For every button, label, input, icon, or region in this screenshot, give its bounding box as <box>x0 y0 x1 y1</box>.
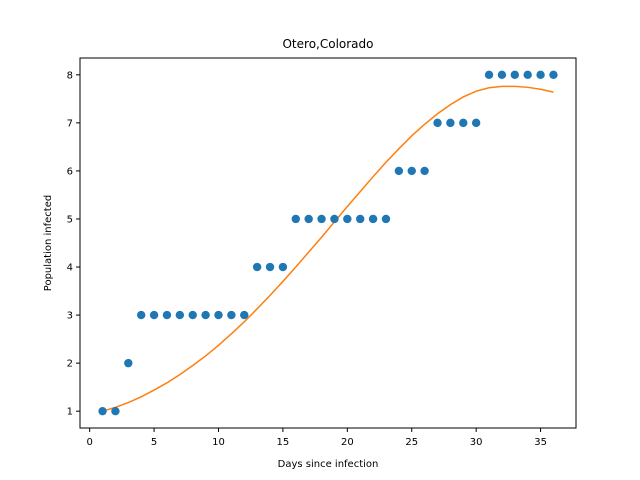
data-point <box>136 310 146 320</box>
x-tick-label: 5 <box>151 437 157 448</box>
x-tick-label: 10 <box>212 437 225 448</box>
data-point <box>291 214 300 224</box>
y-tick-label: 7 <box>67 118 73 129</box>
data-point <box>368 214 378 224</box>
fit-curve-line <box>102 85 554 412</box>
data-point <box>124 358 133 368</box>
data-point <box>510 70 520 80</box>
data-point <box>188 310 197 320</box>
y-tick-label: 5 <box>67 214 73 225</box>
data-point <box>536 70 545 80</box>
data-point <box>459 118 468 128</box>
data-point <box>549 70 558 80</box>
x-axis: 0 5 10 15 20 25 30 35 <box>86 428 547 448</box>
data-point <box>111 406 120 416</box>
data-point <box>265 262 275 272</box>
data-point <box>227 310 236 320</box>
y-tick-label: 4 <box>67 263 73 274</box>
data-point <box>484 70 494 80</box>
y-tick-label: 8 <box>67 70 73 81</box>
data-point <box>420 166 429 176</box>
data-point <box>523 70 532 80</box>
y-axis: 1 2 3 4 5 6 7 8 <box>67 70 80 418</box>
x-tick-label: 15 <box>277 437 290 448</box>
data-point <box>240 310 249 320</box>
data-point <box>394 166 404 176</box>
y-axis-label: Population infected <box>43 195 54 291</box>
plot-area <box>98 70 558 416</box>
data-point <box>214 310 223 320</box>
data-point <box>304 214 313 224</box>
data-point <box>278 262 288 272</box>
y-tick-label: 6 <box>67 166 73 177</box>
chart-title: Otero,Colorado <box>282 37 373 51</box>
data-point <box>201 310 210 320</box>
data-point <box>330 214 339 224</box>
data-point <box>433 118 442 128</box>
data-point <box>162 310 172 320</box>
y-tick-label: 3 <box>67 311 73 322</box>
data-point <box>446 118 455 128</box>
axes-frame <box>79 57 577 429</box>
data-point <box>252 262 262 272</box>
x-tick-label: 35 <box>534 437 547 448</box>
data-point <box>175 310 185 320</box>
y-tick-label: 2 <box>67 359 73 370</box>
data-point <box>381 214 391 224</box>
data-point <box>98 406 107 416</box>
x-tick-label: 20 <box>341 437 354 448</box>
x-tick-label: 25 <box>405 437 418 448</box>
data-point <box>149 310 159 320</box>
data-point <box>407 166 416 176</box>
data-point <box>356 214 365 224</box>
y-tick-label: 1 <box>67 407 73 418</box>
data-point <box>317 214 326 224</box>
x-axis-label: Days since infection <box>278 459 379 470</box>
x-tick-label: 30 <box>470 437 483 448</box>
x-tick-label: 0 <box>86 437 92 448</box>
data-point <box>497 70 507 80</box>
data-point <box>343 214 352 224</box>
data-point <box>471 118 481 128</box>
